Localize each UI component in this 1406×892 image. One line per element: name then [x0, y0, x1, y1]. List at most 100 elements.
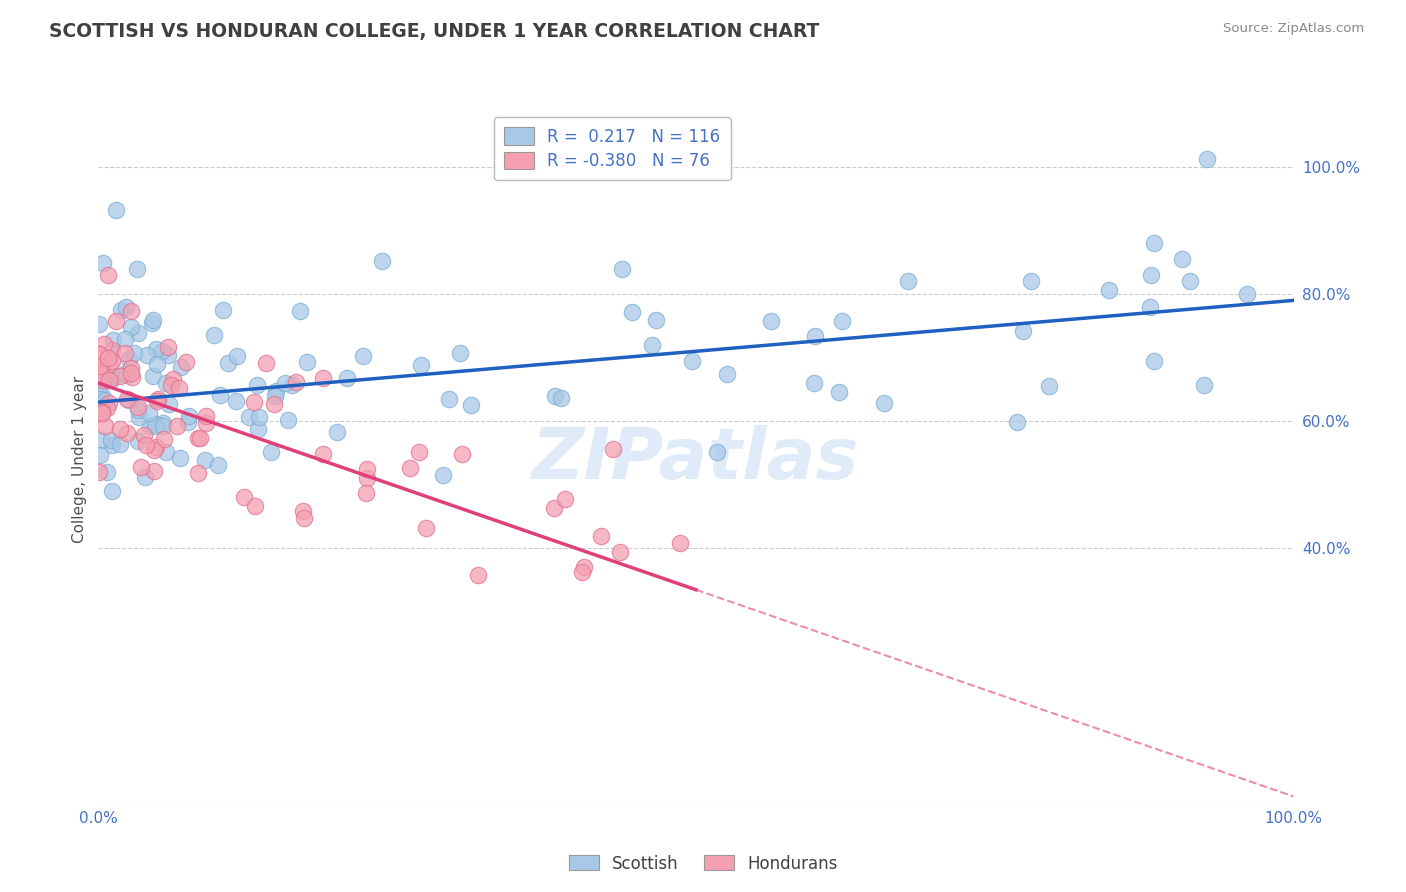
Point [87, 317, 110, 331]
Text: SCOTTISH VS HONDURAN COLLEGE, UNDER 1 YEAR CORRELATION CHART: SCOTTISH VS HONDURAN COLLEGE, UNDER 1 YE… [49, 22, 820, 41]
Point [101, 343, 124, 358]
Point [145, 394, 167, 409]
Point [449, 345, 471, 359]
Point [544, 389, 567, 403]
Point [451, 447, 474, 461]
Point [134, 428, 156, 442]
Point [571, 565, 593, 579]
Point [146, 357, 169, 371]
Point [122, 346, 145, 360]
Point [828, 384, 851, 399]
Point [467, 567, 489, 582]
Point [188, 431, 211, 445]
Point [543, 501, 565, 516]
Point [101, 483, 124, 498]
Point [108, 368, 131, 383]
Point [263, 397, 285, 411]
Point [803, 376, 825, 391]
Point [89, 366, 111, 380]
Point [100, 357, 122, 371]
Point [194, 409, 217, 423]
Point [89, 448, 111, 462]
Point [152, 416, 174, 430]
Point [105, 314, 128, 328]
Point [120, 304, 142, 318]
Point [143, 465, 166, 479]
Point [325, 425, 347, 439]
Point [226, 349, 249, 363]
Point [1098, 283, 1121, 297]
Point [759, 314, 782, 328]
Point [415, 521, 437, 535]
Point [127, 434, 149, 449]
Point [354, 486, 377, 500]
Point [1236, 287, 1258, 301]
Point [145, 440, 167, 454]
Point [142, 313, 165, 327]
Point [277, 413, 299, 427]
Point [136, 348, 159, 362]
Point [101, 354, 124, 368]
Point [114, 301, 136, 315]
Point [128, 410, 150, 425]
Point [295, 355, 318, 369]
Point [312, 447, 335, 461]
Point [641, 338, 664, 352]
Point [120, 360, 142, 375]
Point [90, 401, 112, 415]
Point [155, 376, 177, 390]
Point [246, 422, 269, 436]
Point [1140, 268, 1163, 282]
Point [609, 545, 631, 559]
Point [716, 367, 738, 381]
Point [146, 392, 169, 407]
Point [212, 302, 235, 317]
Point [138, 406, 160, 420]
Point [290, 304, 312, 318]
Point [143, 443, 166, 458]
Point [1178, 274, 1201, 288]
Point [225, 394, 247, 409]
Point [110, 302, 132, 317]
Legend: R =  0.217   N = 116, R = -0.380   N = 76: R = 0.217 N = 116, R = -0.380 N = 76 [494, 118, 731, 180]
Point [1143, 353, 1166, 368]
Point [142, 369, 165, 384]
Point [281, 378, 304, 392]
Point [97, 373, 120, 387]
Point [232, 490, 254, 504]
Point [117, 351, 139, 366]
Point [572, 560, 595, 574]
Point [706, 445, 728, 459]
Point [207, 458, 229, 472]
Y-axis label: College, Under 1 year: College, Under 1 year [72, 376, 87, 543]
Point [89, 465, 111, 479]
Point [97, 268, 120, 282]
Point [1139, 300, 1161, 314]
Point [94, 393, 117, 408]
Point [591, 529, 613, 543]
Point [621, 305, 644, 319]
Point [89, 359, 111, 373]
Point [177, 415, 200, 429]
Point [166, 418, 188, 433]
Point [114, 346, 136, 360]
Point [1005, 416, 1028, 430]
Point [174, 355, 197, 369]
Point [409, 358, 432, 372]
Point [100, 438, 122, 452]
Point [274, 376, 297, 390]
Point [187, 467, 209, 481]
Point [602, 442, 624, 456]
Point [356, 461, 378, 475]
Point [202, 328, 225, 343]
Point [157, 397, 180, 411]
Point [156, 340, 179, 354]
Point [1192, 377, 1215, 392]
Point [117, 392, 139, 406]
Point [93, 373, 115, 387]
Point [115, 368, 138, 382]
Point [100, 344, 122, 359]
Point [1012, 324, 1035, 338]
Point [120, 366, 142, 380]
Point [127, 326, 149, 340]
